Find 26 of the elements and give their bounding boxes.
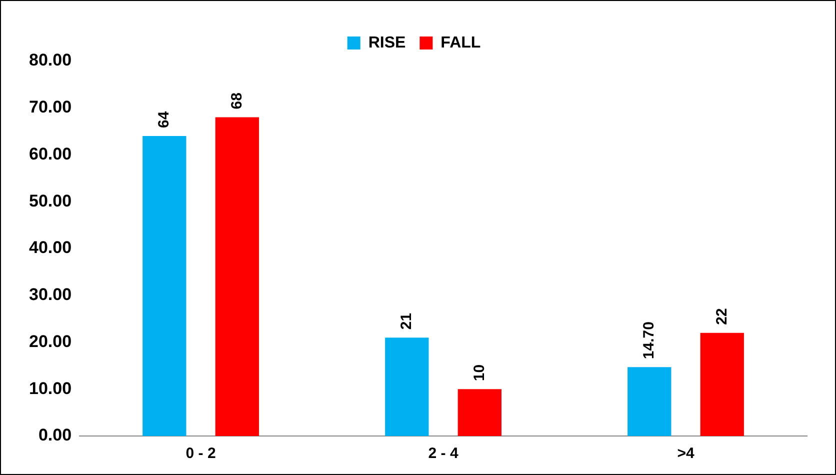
y-tick-label: 60.00 bbox=[28, 144, 72, 164]
data-label: 21 bbox=[398, 312, 416, 330]
bar bbox=[458, 389, 502, 436]
data-label: 22 bbox=[713, 308, 730, 325]
y-tick-label: 50.00 bbox=[28, 191, 72, 210]
bar bbox=[142, 136, 186, 436]
legend-label: RISE bbox=[368, 34, 406, 52]
y-tick-label: 30.00 bbox=[28, 285, 72, 304]
y-tick-label: 0.00 bbox=[38, 426, 72, 445]
data-label: 68 bbox=[228, 92, 246, 110]
bar bbox=[628, 367, 672, 436]
legend-label: FALL bbox=[440, 34, 481, 52]
y-tick-label: 10.00 bbox=[28, 378, 72, 398]
data-label: 14.70 bbox=[640, 322, 658, 360]
x-tick-label: 0 - 2 bbox=[186, 445, 216, 462]
x-tick-label: >4 bbox=[677, 445, 695, 462]
bar bbox=[385, 338, 429, 436]
data-label: 64 bbox=[156, 110, 173, 128]
y-tick-label: 40.00 bbox=[28, 238, 72, 258]
x-tick-label: 2 - 4 bbox=[428, 445, 459, 462]
bar bbox=[700, 332, 744, 436]
y-tick-label: 70.00 bbox=[28, 98, 72, 117]
y-tick-label: 20.00 bbox=[28, 332, 72, 351]
bar bbox=[215, 117, 259, 436]
y-tick-label: 80.00 bbox=[28, 50, 72, 70]
data-label: 10 bbox=[470, 364, 488, 382]
